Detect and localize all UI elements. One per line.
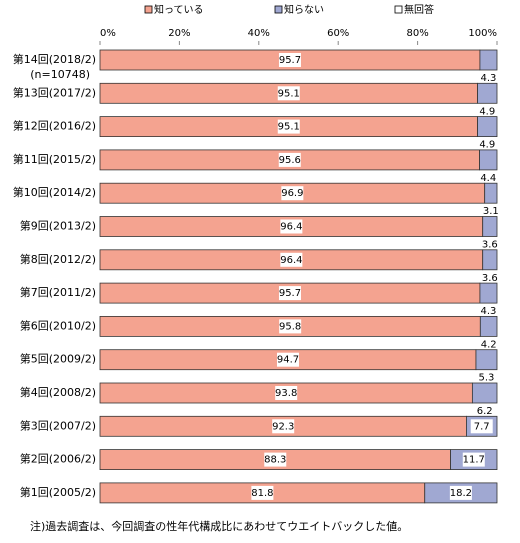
bar-segment: [477, 82, 498, 104]
data-label: 96.4: [280, 222, 302, 233]
y-tick-label: 第13回(2017/2): [13, 85, 96, 99]
bar-segment: [477, 116, 498, 137]
x-tick-label: 60%: [327, 28, 349, 39]
bar-segment: [482, 216, 498, 237]
label-bg: [477, 170, 500, 185]
y-tick-label: 第12回(2016/2): [13, 119, 96, 133]
data-label: 5.3: [479, 373, 495, 384]
label-bg: [462, 452, 485, 467]
x-tick-label: 0%: [100, 28, 116, 39]
label-bg: [272, 419, 295, 434]
y-tick-label: 第1回(2005/2): [20, 485, 96, 499]
sample-size: (n=10748): [30, 68, 90, 81]
data-label: 7.7: [474, 421, 490, 432]
label-bg: [278, 53, 301, 67]
data-label: 95.6: [279, 155, 301, 166]
bar-segment: [482, 249, 498, 271]
data-label: 4.4: [480, 173, 496, 184]
data-label: 18.2: [450, 488, 472, 499]
label-bg: [476, 137, 499, 152]
data-label: 6.2: [477, 406, 493, 417]
label-bg: [477, 71, 500, 85]
y-tick-label: 第4回(2008/2): [20, 385, 96, 399]
x-tick-label: 100%: [468, 28, 497, 39]
bar-segment: [475, 349, 498, 371]
x-tick-label: 80%: [406, 28, 428, 39]
label-bg: [477, 337, 500, 352]
y-tick-label: 第6回(2010/2): [20, 318, 96, 332]
y-tick-label: 第3回(2007/2): [20, 418, 96, 432]
label-bg: [276, 352, 299, 367]
data-label: 4.2: [481, 339, 497, 350]
y-tick-label: 第7回(2011/2): [20, 285, 96, 299]
y-tick-label: 第10回(2014/2): [13, 185, 96, 199]
data-label: 4.9: [479, 140, 495, 151]
data-label: 4.3: [481, 73, 497, 84]
data-label: 4.3: [481, 306, 497, 317]
label-bg: [275, 386, 298, 400]
data-label: 95.8: [279, 321, 301, 332]
label-bg: [478, 270, 501, 285]
bar-segment: [484, 182, 498, 204]
data-label: 95.1: [278, 122, 300, 133]
data-label: 3.6: [482, 240, 498, 251]
data-label: 81.8: [251, 488, 273, 499]
legend-label: 無回答: [404, 3, 434, 16]
label-bg: [470, 419, 493, 434]
label-bg: [478, 237, 501, 252]
data-label: 94.7: [277, 355, 299, 366]
bar-segment: [479, 282, 498, 304]
bar-segment: [479, 149, 498, 171]
x-tick-label: 20%: [168, 28, 190, 39]
label-bg: [279, 319, 302, 334]
bar-segment: [479, 315, 498, 337]
legend-swatch: [394, 5, 403, 14]
label-bg: [251, 485, 274, 500]
x-tick-label: 40%: [248, 28, 270, 39]
label-bg: [278, 286, 301, 301]
data-label: 92.3: [272, 421, 294, 432]
label-bg: [473, 404, 496, 418]
data-label: 96.4: [280, 255, 302, 266]
label-bg: [449, 485, 472, 500]
label-bg: [277, 119, 300, 134]
data-label: 4.9: [479, 106, 495, 117]
y-tick-label: 第9回(2013/2): [20, 219, 96, 233]
legend-swatch: [274, 5, 283, 14]
legend-label: 知らない: [284, 3, 324, 16]
data-label: 88.3: [264, 455, 286, 466]
label-bg: [479, 204, 502, 219]
data-label: 96.9: [281, 188, 303, 199]
data-label: 95.7: [279, 288, 301, 299]
y-tick-label: 第8回(2012/2): [20, 252, 96, 266]
label-bg: [277, 86, 300, 101]
data-label: 3.6: [482, 273, 498, 284]
label-bg: [280, 252, 303, 267]
label-bg: [264, 452, 287, 467]
legend-label: 知っている: [154, 3, 204, 16]
data-label: 3.1: [483, 206, 499, 217]
y-tick-label: 第5回(2009/2): [20, 352, 96, 366]
y-tick-label: 第2回(2006/2): [20, 452, 96, 466]
bar-segment: [471, 382, 498, 404]
data-label: 95.7: [279, 55, 301, 66]
data-label: 93.8: [275, 388, 297, 399]
y-tick-label: 第14回(2018/2): [13, 52, 96, 66]
footnote: 注)過去調査は、今回調査の性年代構成比にあわせてウエイトバックした値。: [30, 519, 408, 533]
label-bg: [280, 219, 303, 234]
label-bg: [476, 104, 499, 119]
y-tick-label: 第11回(2015/2): [13, 152, 96, 166]
legend-swatch: [144, 5, 153, 14]
bar-segment: [479, 49, 498, 71]
label-bg: [477, 304, 500, 319]
data-label: 11.7: [463, 455, 485, 466]
label-bg: [475, 370, 498, 385]
label-bg: [281, 186, 304, 201]
label-bg: [278, 152, 301, 167]
data-label: 95.1: [278, 88, 300, 99]
